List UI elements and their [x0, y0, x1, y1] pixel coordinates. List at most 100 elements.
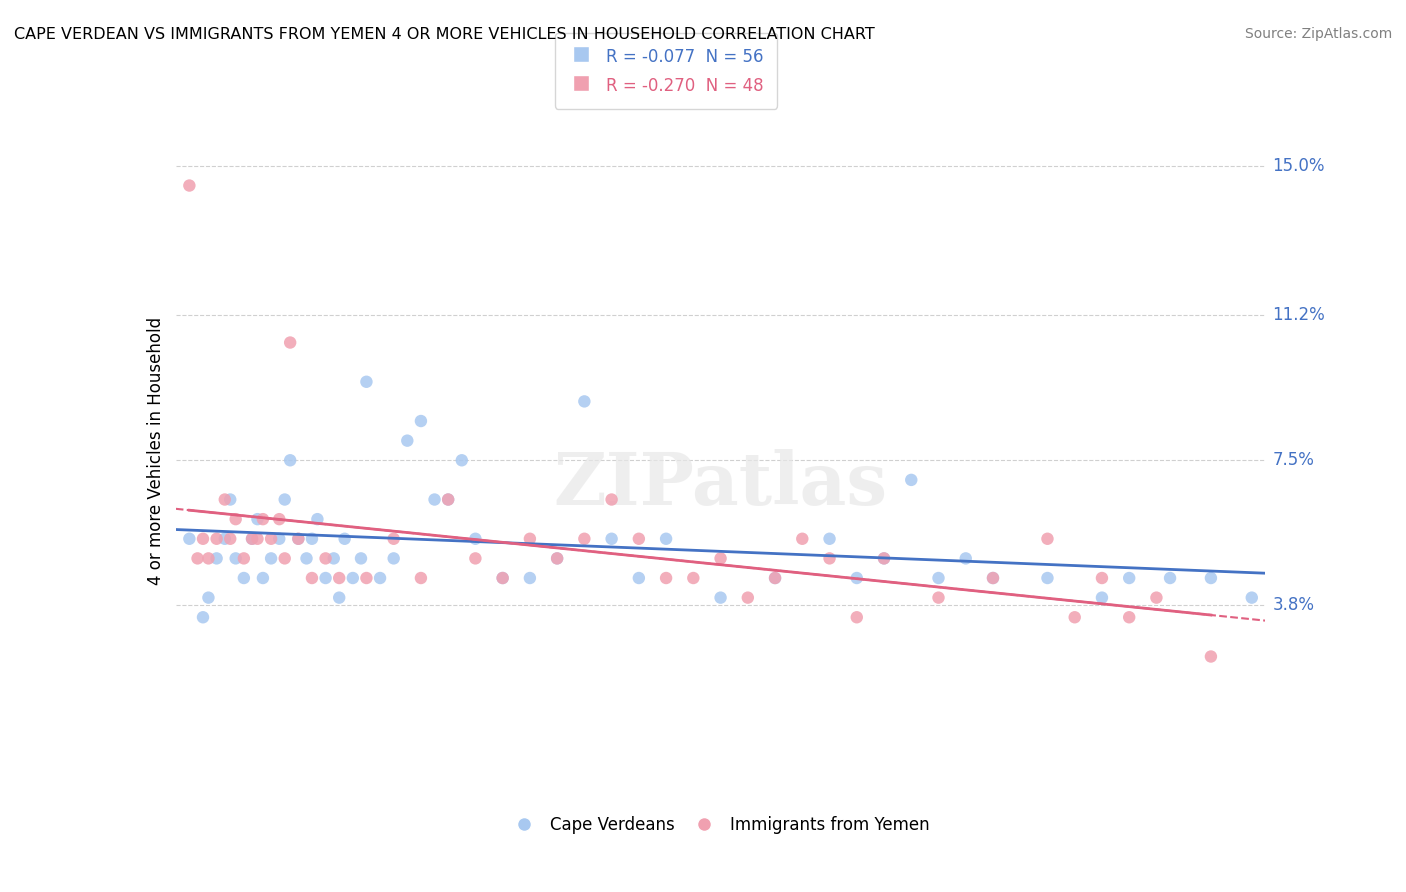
Point	[409, 414, 432, 428]
Point	[274, 492, 297, 507]
Text: 15.0%: 15.0%	[1272, 157, 1324, 175]
Point	[179, 178, 201, 193]
Point	[737, 591, 759, 605]
Point	[356, 571, 378, 585]
Point	[191, 610, 214, 624]
Point	[205, 551, 228, 566]
Point	[492, 571, 515, 585]
Point	[301, 571, 323, 585]
Point	[955, 551, 977, 566]
Point	[1036, 532, 1059, 546]
Point	[600, 492, 623, 507]
Point	[574, 394, 596, 409]
Point	[464, 551, 486, 566]
Point	[350, 551, 373, 566]
Point	[655, 532, 678, 546]
Point	[315, 551, 337, 566]
Point	[269, 532, 291, 546]
Point	[437, 492, 460, 507]
Point	[981, 571, 1004, 585]
Point	[240, 532, 263, 546]
Point	[328, 571, 350, 585]
Text: 3.8%: 3.8%	[1272, 597, 1315, 615]
Point	[269, 512, 291, 526]
Point	[792, 532, 814, 546]
Point	[627, 532, 650, 546]
Point	[655, 571, 678, 585]
Point	[845, 610, 868, 624]
Point	[246, 512, 269, 526]
Point	[928, 591, 950, 605]
Point	[1063, 610, 1085, 624]
Point	[1240, 591, 1263, 605]
Point	[519, 571, 541, 585]
Point	[315, 571, 337, 585]
Point	[197, 591, 219, 605]
Point	[295, 551, 318, 566]
Point	[307, 512, 329, 526]
Point	[519, 532, 541, 546]
Point	[1199, 571, 1222, 585]
Point	[763, 571, 786, 585]
Point	[232, 571, 254, 585]
Text: ZIPatlas: ZIPatlas	[554, 450, 887, 520]
Point	[287, 532, 309, 546]
Text: CAPE VERDEAN VS IMMIGRANTS FROM YEMEN 4 OR MORE VEHICLES IN HOUSEHOLD CORRELATIO: CAPE VERDEAN VS IMMIGRANTS FROM YEMEN 4 …	[14, 27, 875, 42]
Point	[464, 532, 486, 546]
Point	[205, 532, 228, 546]
Y-axis label: 4 or more Vehicles in Household: 4 or more Vehicles in Household	[146, 317, 165, 584]
Text: Source: ZipAtlas.com: Source: ZipAtlas.com	[1244, 27, 1392, 41]
Point	[928, 571, 950, 585]
Point	[179, 532, 201, 546]
Point	[396, 434, 419, 448]
Point	[423, 492, 446, 507]
Legend: Cape Verdeans, Immigrants from Yemen: Cape Verdeans, Immigrants from Yemen	[505, 809, 936, 840]
Point	[1118, 610, 1140, 624]
Point	[214, 532, 236, 546]
Point	[1199, 649, 1222, 664]
Point	[546, 551, 568, 566]
Point	[450, 453, 472, 467]
Point	[278, 335, 301, 350]
Point	[492, 571, 515, 585]
Point	[287, 532, 309, 546]
Point	[232, 551, 254, 566]
Point	[546, 551, 568, 566]
Point	[197, 551, 219, 566]
Point	[240, 532, 263, 546]
Point	[219, 492, 242, 507]
Point	[214, 492, 236, 507]
Point	[818, 551, 841, 566]
Point	[437, 492, 460, 507]
Point	[382, 532, 405, 546]
Point	[252, 512, 274, 526]
Point	[981, 571, 1004, 585]
Point	[356, 375, 378, 389]
Point	[574, 532, 596, 546]
Point	[246, 532, 269, 546]
Point	[328, 591, 350, 605]
Point	[225, 551, 247, 566]
Point	[191, 532, 214, 546]
Point	[873, 551, 896, 566]
Point	[1118, 571, 1140, 585]
Point	[600, 532, 623, 546]
Point	[368, 571, 391, 585]
Point	[260, 551, 283, 566]
Point	[186, 551, 209, 566]
Text: 11.2%: 11.2%	[1272, 306, 1324, 324]
Point	[1091, 591, 1114, 605]
Point	[301, 532, 323, 546]
Point	[260, 532, 283, 546]
Point	[1159, 571, 1181, 585]
Point	[219, 532, 242, 546]
Point	[710, 591, 733, 605]
Point	[322, 551, 344, 566]
Point	[1146, 591, 1168, 605]
Text: 7.5%: 7.5%	[1272, 451, 1315, 469]
Point	[409, 571, 432, 585]
Point	[225, 512, 247, 526]
Point	[763, 571, 786, 585]
Point	[627, 571, 650, 585]
Point	[845, 571, 868, 585]
